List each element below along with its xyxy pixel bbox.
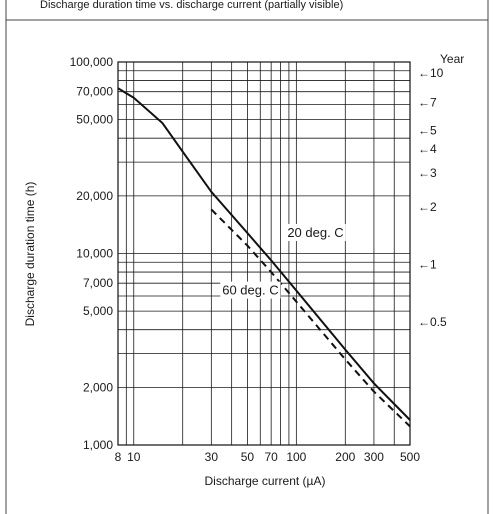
- series-label-60c: 60 deg. C: [222, 283, 278, 298]
- series-line-60c: [210, 208, 411, 428]
- y-axis-label: Discharge duration time (h): [23, 182, 37, 327]
- right-axis-label: ←2: [418, 200, 437, 214]
- x-axis-label: Discharge current (µA): [205, 474, 326, 488]
- right-axis-label: ←1: [418, 258, 437, 272]
- right-axis-label: ←7: [418, 96, 437, 110]
- x-tick-label: 200: [335, 450, 355, 464]
- y-tick-label: 5,000: [83, 304, 113, 318]
- x-tick-label: 50: [241, 450, 255, 464]
- y-tick-label: 70,000: [76, 85, 113, 99]
- series-line-20c: [117, 87, 411, 421]
- x-tick-label: 30: [205, 450, 219, 464]
- y-tick-label: 50,000: [76, 113, 113, 127]
- x-tick-label: 300: [364, 450, 384, 464]
- right-axis-label: ←5: [418, 124, 437, 138]
- right-axis-title: Year: [440, 52, 464, 66]
- series-label-20c: 20 deg. C: [287, 225, 343, 240]
- x-tick-label: 8: [115, 450, 122, 464]
- series-label-20c-bg: [285, 223, 346, 241]
- x-tick-label: 70: [264, 450, 278, 464]
- y-tick-label: 1,000: [83, 438, 113, 452]
- plot-border: [117, 61, 411, 446]
- y-tick-label: 20,000: [76, 189, 113, 203]
- header-text: Discharge duration time vs. discharge cu…: [40, 0, 343, 11]
- x-tick-label: 100: [286, 450, 306, 464]
- series-label-60c-bg: [220, 281, 281, 299]
- y-tick-label: 100,000: [70, 55, 114, 69]
- plot-area: 8 10 30 50 70 100 200 300 500 1,000 2,000 5,000 7,00…: [70, 55, 447, 464]
- y-tick-label: 2,000: [83, 380, 113, 394]
- x-tick-label: 10: [127, 450, 141, 464]
- right-axis-label: ←3: [418, 166, 437, 180]
- right-axis-label: ←0.5: [418, 315, 447, 329]
- right-axis-label: ←4: [418, 142, 437, 156]
- x-tick-label: 500: [400, 450, 420, 464]
- y-tick-label: 7,000: [83, 276, 113, 290]
- right-axis-label: ←10: [418, 66, 444, 80]
- y-tick-label: 10,000: [76, 247, 113, 261]
